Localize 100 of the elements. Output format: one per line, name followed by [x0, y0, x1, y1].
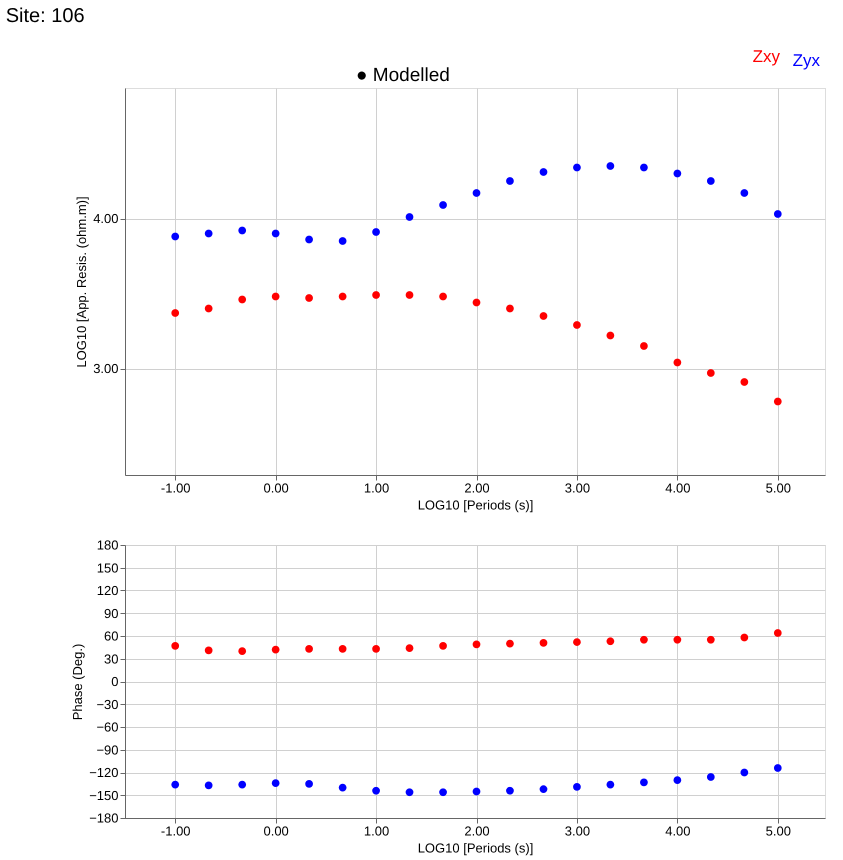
point — [640, 342, 648, 350]
x-tick-label: 2.00 — [464, 824, 490, 838]
point — [272, 230, 280, 238]
x-axis-title: LOG10 [Periods (s)] — [418, 498, 534, 512]
x-tick-label: 1.00 — [364, 480, 390, 496]
point — [439, 642, 447, 650]
point — [472, 189, 480, 197]
point — [606, 780, 614, 788]
point — [338, 292, 347, 300]
point — [238, 296, 246, 304]
point — [272, 779, 280, 787]
point — [740, 768, 748, 776]
y-tick-label: 150 — [96, 560, 118, 576]
y-tick-label: 30 — [104, 651, 118, 666]
point — [372, 645, 380, 653]
point — [472, 640, 480, 648]
point — [506, 640, 514, 648]
point — [204, 646, 213, 654]
point — [774, 398, 782, 406]
point — [272, 292, 280, 300]
point — [439, 788, 447, 796]
point — [774, 210, 782, 218]
point — [740, 189, 748, 197]
y-axis-title: LOG10 [App. Resis. (ohm.m)] — [74, 196, 90, 368]
chart-title: Site: 106 — [6, 5, 85, 27]
text: Zxy — [752, 47, 780, 66]
x-tick-label: 5.00 — [766, 480, 791, 496]
point — [372, 228, 380, 236]
point — [305, 294, 313, 302]
point — [706, 177, 715, 185]
point — [573, 321, 581, 329]
point — [573, 638, 581, 646]
point — [472, 788, 480, 796]
point — [406, 644, 414, 652]
y-tick-label: 90 — [104, 606, 118, 621]
point — [238, 647, 246, 656]
point — [606, 637, 614, 646]
point — [204, 782, 213, 790]
point — [406, 291, 414, 299]
point — [706, 369, 715, 377]
y-tick-label: −30 — [96, 696, 118, 712]
y-axis-title: Phase (Deg.) — [70, 644, 86, 720]
y-tick-label: −120 — [89, 765, 118, 780]
y-tick-label: 4.00 — [93, 211, 118, 226]
point — [305, 780, 313, 788]
y-tick-label: 180 — [96, 538, 118, 552]
point — [774, 629, 782, 637]
x-tick-label: -1.00 — [160, 480, 191, 496]
point — [238, 226, 246, 234]
point — [204, 230, 213, 238]
point — [272, 646, 280, 654]
point — [540, 785, 548, 794]
point — [540, 638, 548, 647]
point — [171, 642, 180, 650]
point — [171, 780, 180, 788]
x-axis-title: LOG10 [Periods (s)] — [418, 840, 534, 856]
point — [372, 786, 380, 795]
point — [673, 636, 682, 644]
y-tick-label: 120 — [96, 583, 118, 598]
point — [406, 213, 414, 221]
x-tick-label: 0.00 — [263, 824, 289, 838]
point — [439, 292, 447, 300]
point — [338, 237, 347, 245]
point — [372, 291, 380, 299]
point — [506, 177, 514, 185]
point — [506, 786, 514, 795]
point — [573, 164, 581, 172]
y-tick-label: −150 — [89, 788, 118, 803]
y-tick-label: −180 — [89, 810, 118, 826]
x-tick-label: -1.00 — [160, 824, 191, 838]
point — [606, 332, 614, 340]
point — [673, 776, 682, 784]
point — [706, 636, 715, 644]
x-tick-label: 4.00 — [665, 480, 691, 496]
x-tick-label: 4.00 — [665, 824, 691, 838]
text: Zyx — [792, 51, 820, 70]
point — [573, 783, 581, 791]
y-tick-label: 60 — [104, 628, 118, 644]
point — [540, 312, 548, 320]
point — [706, 773, 715, 781]
point — [740, 634, 748, 642]
y-tick-label: −60 — [96, 720, 118, 734]
x-tick-label: 1.00 — [364, 824, 390, 838]
point — [472, 298, 480, 306]
point — [171, 232, 180, 240]
point — [673, 358, 682, 366]
x-tick-label: 0.00 — [263, 480, 289, 496]
point — [305, 236, 313, 244]
point — [506, 304, 514, 312]
point — [640, 778, 648, 786]
point — [171, 309, 180, 317]
point — [640, 636, 648, 644]
point — [338, 645, 347, 653]
point — [439, 201, 447, 209]
point — [238, 780, 246, 788]
point — [540, 168, 548, 176]
point — [305, 645, 313, 653]
point — [406, 788, 414, 796]
point — [673, 170, 682, 178]
y-tick-label: 0 — [111, 674, 118, 689]
